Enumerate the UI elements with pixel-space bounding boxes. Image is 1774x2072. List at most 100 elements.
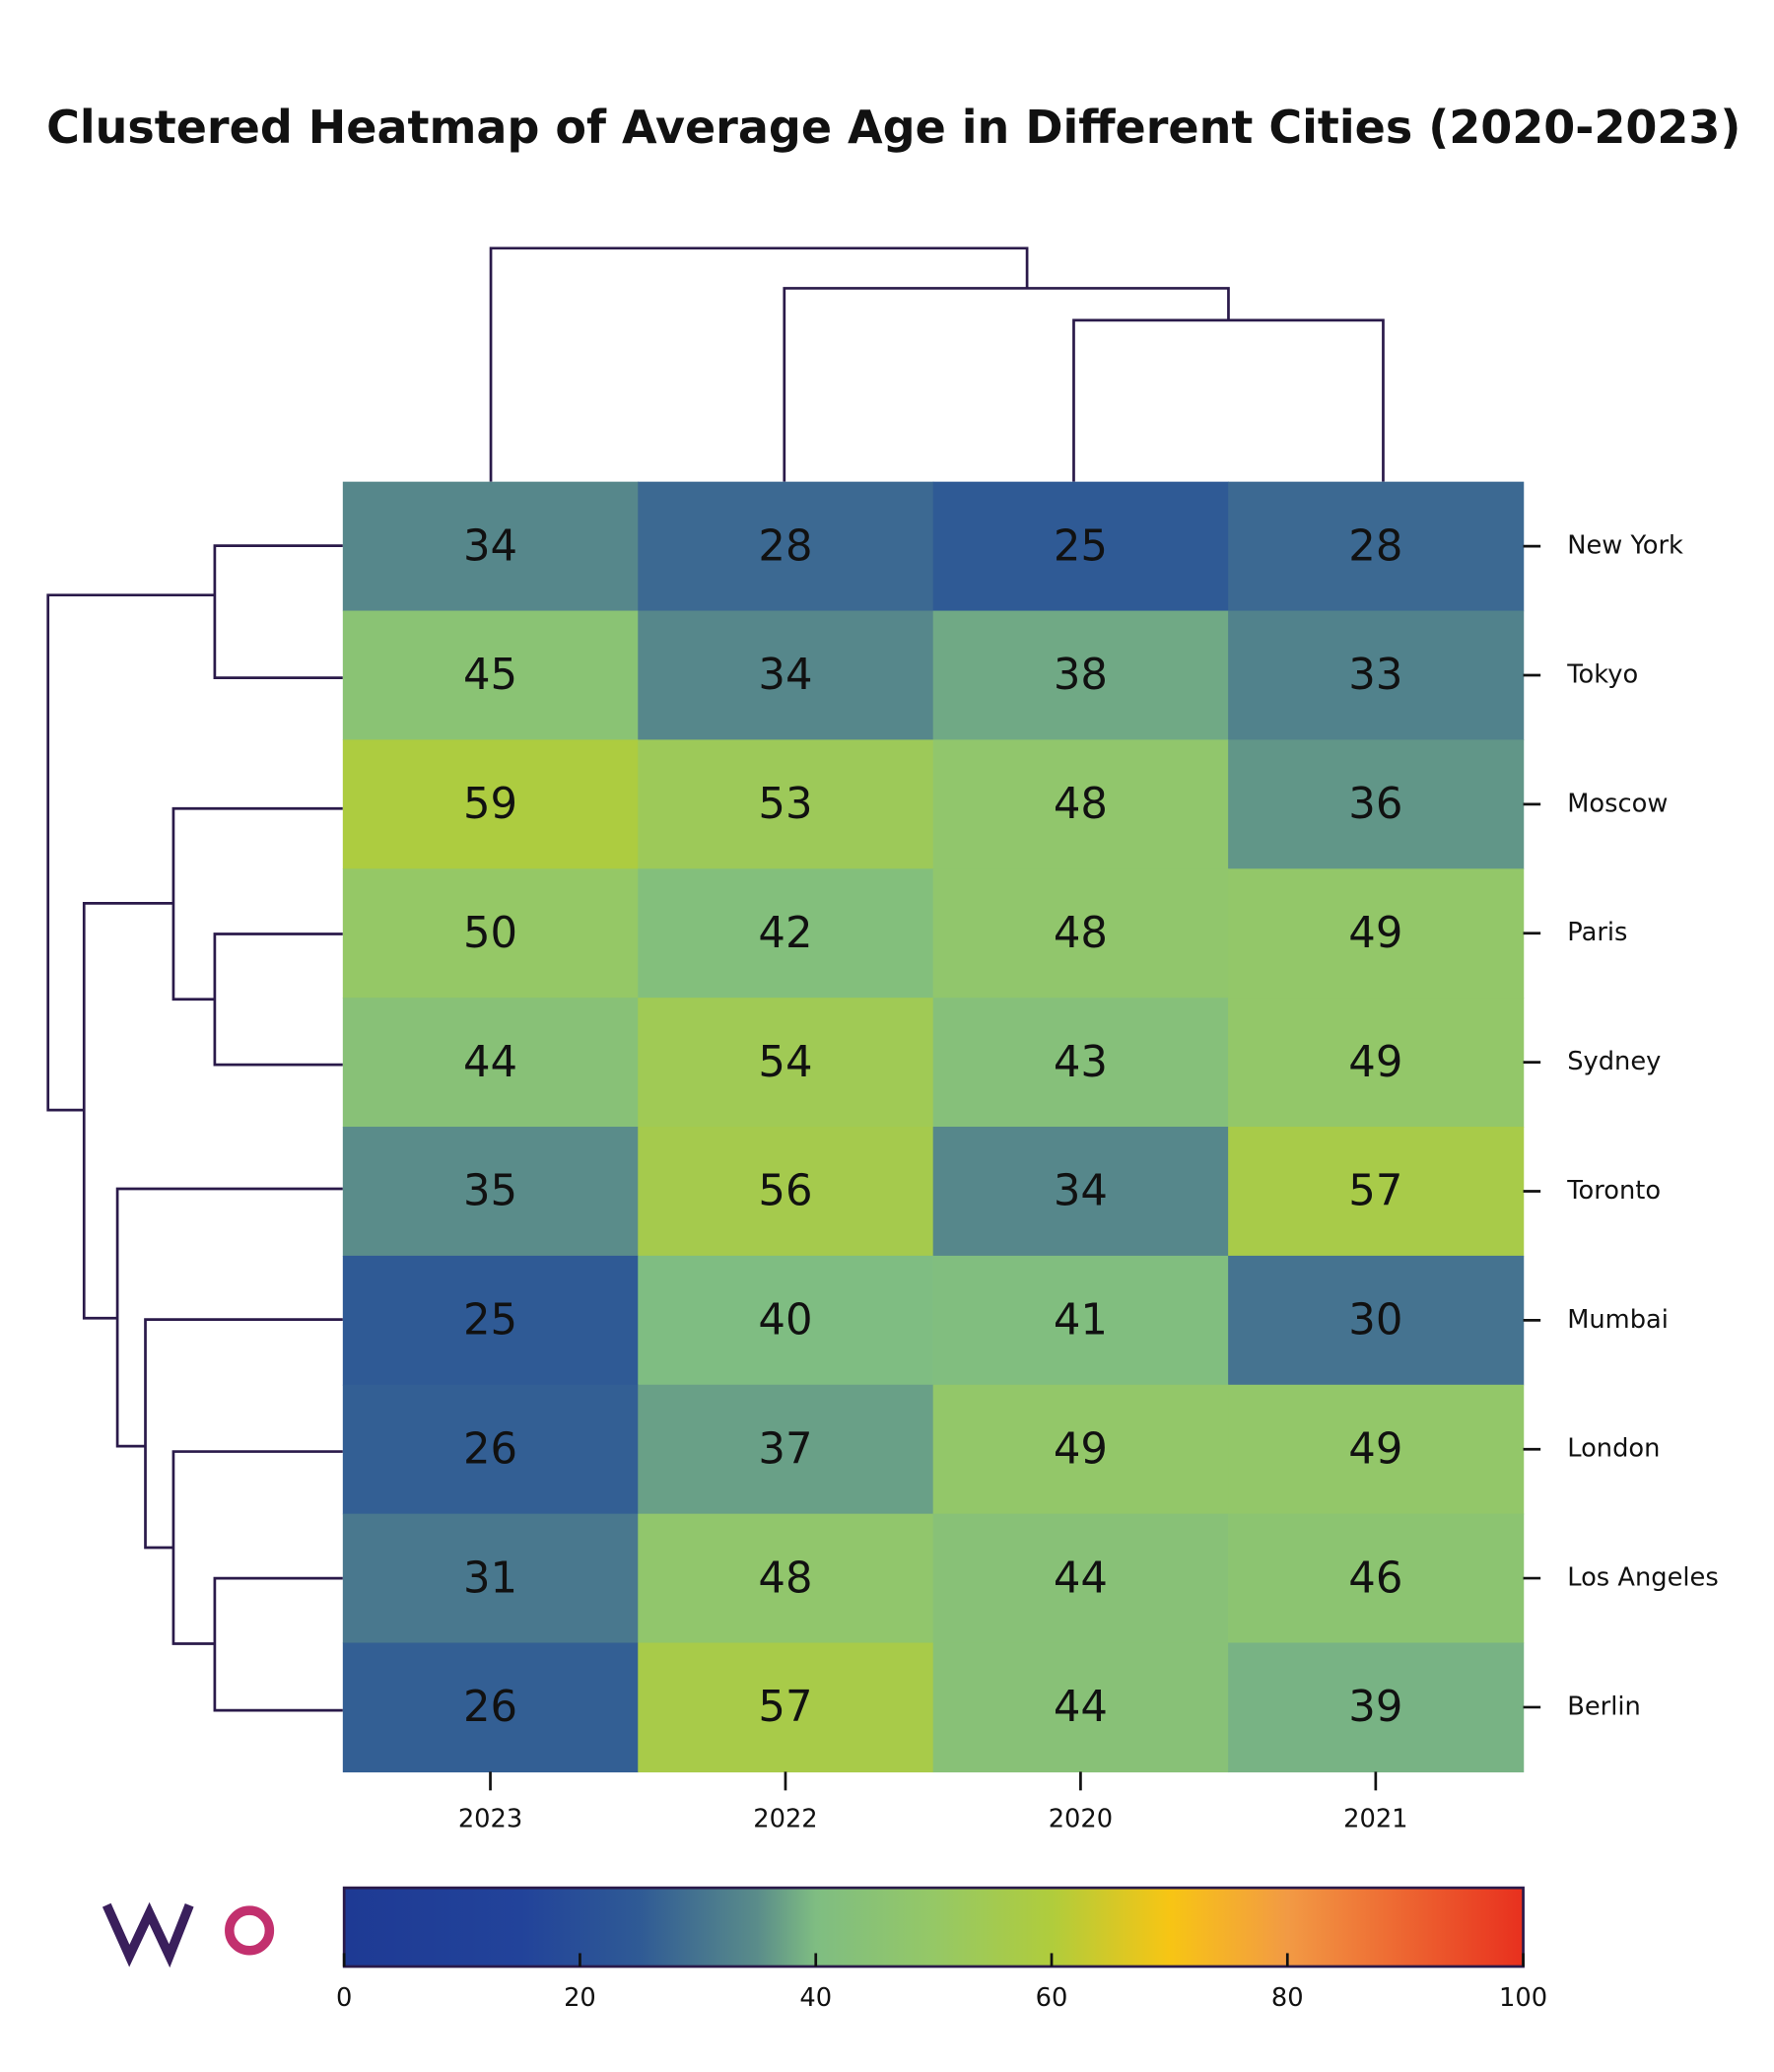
cell-label: 57: [1348, 1167, 1402, 1216]
heatmap-cell: [638, 1384, 934, 1515]
heatmap-cell: [932, 868, 1229, 999]
logo: [102, 1901, 275, 1968]
heatmap-cell: [342, 1127, 639, 1257]
cell-label: 41: [1054, 1296, 1108, 1346]
cell-label: 30: [1348, 1296, 1402, 1346]
heatmap-cell: [1228, 739, 1525, 869]
heatmap-cell: [638, 1513, 934, 1644]
x-tick-label: 2021: [1343, 1805, 1407, 1834]
heatmap-cell: [932, 998, 1229, 1128]
y-tick-label: Mumbai: [1567, 1305, 1669, 1335]
cell-label: 28: [1348, 521, 1402, 571]
cell-label: 59: [463, 780, 517, 829]
heatmap-cell: [342, 1513, 639, 1644]
cell-label: 34: [463, 521, 517, 571]
heatmap-cell: [638, 739, 934, 869]
heatmap-cell: [932, 1255, 1229, 1386]
cell-label: 50: [463, 909, 517, 958]
cell-label: 38: [1054, 651, 1108, 700]
colorbar: [342, 1886, 1525, 1968]
cell-label: 35: [463, 1167, 517, 1216]
cell-label: 25: [463, 1296, 517, 1346]
x-tick-label: 2023: [458, 1805, 522, 1834]
cell-label: 44: [463, 1038, 517, 1087]
colorbar-tick-label: 60: [1036, 1983, 1068, 2013]
heatmap-cell: [342, 739, 639, 869]
heatmap-cell: [1228, 868, 1525, 999]
heatmap-cell: [932, 481, 1229, 612]
row-dendrogram: [46, 544, 343, 1712]
heatmap-cell: [638, 481, 934, 612]
x-tick-label: 2020: [1049, 1805, 1113, 1834]
cell-label: 34: [758, 651, 812, 700]
heatmap-cell: [932, 1384, 1229, 1515]
y-tick-label: New York: [1567, 531, 1683, 561]
y-tick-label: Sydney: [1567, 1047, 1661, 1076]
heatmap-cell: [638, 1127, 934, 1257]
cell-label: 42: [758, 909, 812, 958]
cell-label: 28: [758, 521, 812, 571]
heatmap-cell: [1228, 998, 1525, 1128]
heatmap-cell: [932, 610, 1229, 741]
cell-label: 26: [463, 1424, 517, 1474]
cell-label: 44: [1054, 1554, 1108, 1603]
heatmap-cell: [1228, 1642, 1525, 1773]
heatmap-cell: [1228, 610, 1525, 741]
heatmap-cell: [1228, 1255, 1525, 1386]
heatmap-cell: [932, 739, 1229, 869]
cell-label: 48: [1054, 780, 1108, 829]
cell-label: 48: [1054, 909, 1108, 958]
heatmap-cell: [342, 1255, 639, 1386]
heatmap-cell: [638, 610, 934, 741]
cell-label: 49: [1348, 1424, 1402, 1474]
cell-label: 49: [1348, 1038, 1402, 1087]
heatmap-cell: [1228, 481, 1525, 612]
heatmap-cell: [638, 1642, 934, 1773]
heatmap-cell: [638, 1255, 934, 1386]
colorbar-tick-label: 20: [564, 1983, 596, 2013]
cell-label: 49: [1348, 909, 1402, 958]
cell-label: 45: [463, 651, 517, 700]
cell-label: 39: [1348, 1683, 1402, 1732]
heatmap-cell: [342, 1384, 639, 1515]
colorbar-tick-label: 80: [1271, 1983, 1304, 2013]
chart-title: Clustered Heatmap of Average Age in Diff…: [46, 101, 1740, 154]
cell-label: 48: [758, 1554, 812, 1603]
cell-label: 34: [1054, 1167, 1108, 1216]
heatmap-cell: [932, 1642, 1229, 1773]
cell-label: 57: [758, 1683, 812, 1732]
colorbar-tick-label: 40: [799, 1983, 832, 2013]
cell-label: 40: [758, 1296, 812, 1346]
cell-label: 49: [1054, 1424, 1108, 1474]
y-tick-label: Tokyo: [1566, 659, 1638, 689]
colorbar-tick-label: 100: [1499, 1983, 1547, 2013]
heatmap-cell: [638, 868, 934, 999]
y-tick-label: Moscow: [1567, 789, 1668, 818]
heatmap-cell: [932, 1127, 1229, 1257]
heatmap-cell: [342, 610, 639, 741]
cell-label: 36: [1348, 780, 1402, 829]
y-tick-label: Paris: [1567, 918, 1627, 947]
heatmap-cell: [342, 1642, 639, 1773]
cell-label: 53: [758, 780, 812, 829]
cell-label: 56: [758, 1167, 812, 1216]
column-dendrogram: [489, 246, 1385, 482]
heatmap-cell: [932, 1513, 1229, 1644]
cell-label: 33: [1348, 651, 1402, 700]
cell-label: 44: [1054, 1683, 1108, 1732]
y-tick-label: London: [1567, 1434, 1660, 1464]
cell-label: 25: [1054, 521, 1108, 571]
heatmap-cell: [342, 998, 639, 1128]
cell-label: 46: [1348, 1554, 1402, 1603]
cell-label: 43: [1054, 1038, 1108, 1087]
y-tick-label: Berlin: [1567, 1692, 1641, 1721]
y-tick-label: Toronto: [1566, 1176, 1661, 1206]
heatmap-cell: [342, 868, 639, 999]
heatmap-cell: [1228, 1384, 1525, 1515]
heatmap-cell: [1228, 1127, 1525, 1257]
cell-label: 26: [463, 1683, 517, 1732]
y-tick-label: Los Angeles: [1567, 1563, 1719, 1593]
cell-label: 54: [758, 1038, 812, 1087]
